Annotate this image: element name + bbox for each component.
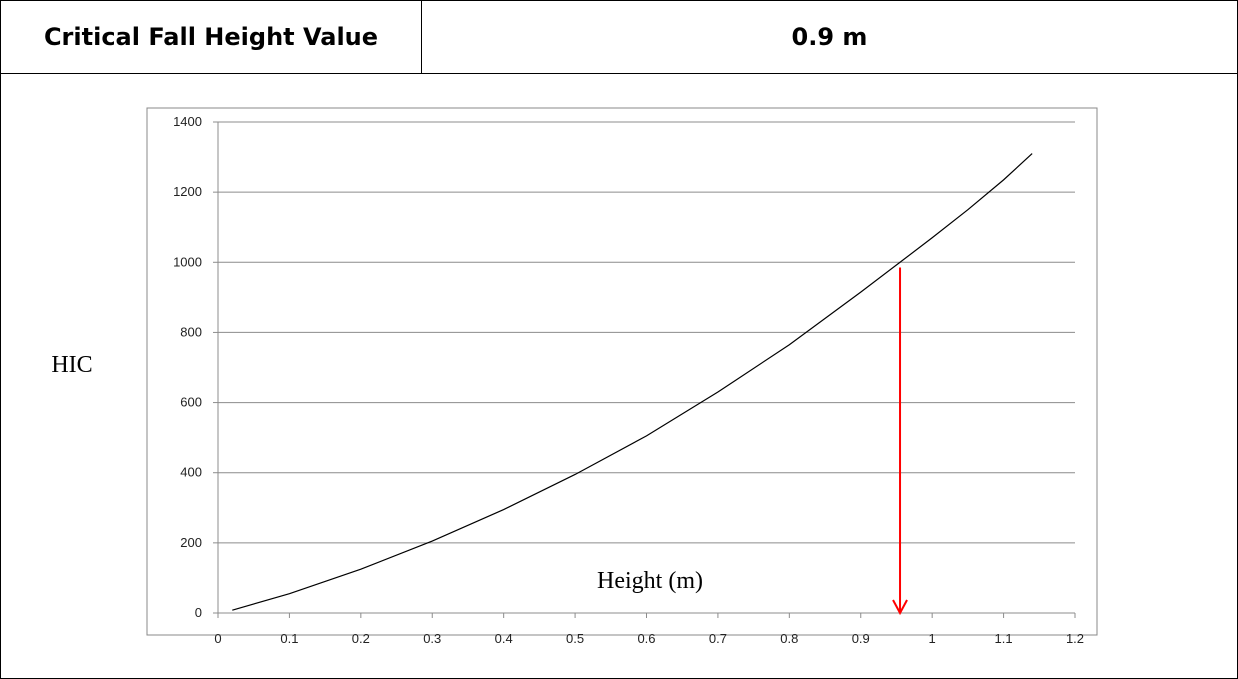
x-tick-label-3: 0.3	[423, 631, 441, 646]
y-axis-title: HIC	[51, 352, 92, 378]
header-label-cell: Critical Fall Height Value	[1, 1, 422, 73]
y-tick-label-0: 0	[195, 605, 202, 620]
x-tick-label-0: 0	[214, 631, 221, 646]
x-tick-label-12: 1.2	[1066, 631, 1084, 646]
x-tick-label-2: 0.2	[352, 631, 370, 646]
annotation-arrow-head-0	[892, 599, 908, 616]
x-tick-label-11: 1.1	[995, 631, 1013, 646]
y-tick-label-4: 800	[180, 324, 202, 339]
series-line-0	[232, 153, 1033, 611]
grid-lines	[218, 121, 1075, 544]
critical-fall-height-label: Critical Fall Height Value	[43, 23, 379, 51]
chart-area-border	[146, 107, 1098, 636]
y-tick-label-1: 200	[180, 535, 202, 550]
series-lines	[232, 153, 1033, 611]
x-tick-label-1: 0.1	[280, 631, 298, 646]
y-tick-label-5: 1000	[173, 254, 202, 269]
y-tick-labels: 0 200 400 600 800 1000 1200 1400	[173, 114, 202, 620]
x-tick-label-9: 0.9	[852, 631, 870, 646]
annotations	[892, 267, 908, 616]
x-tick-label-7: 0.7	[709, 631, 727, 646]
x-tick-labels: 0 0.1 0.2 0.3 0.4 0.5 0.6 0.7 0.8 0.9 1 1.1 1.2	[214, 631, 1084, 646]
header-value-cell: 0.9 m	[422, 1, 1237, 73]
x-tick-label-6: 0.6	[637, 631, 655, 646]
x-tick-label-8: 0.8	[780, 631, 798, 646]
x-tick-label-4: 0.4	[495, 631, 513, 646]
axes	[213, 121, 1076, 618]
y-tick-label-2: 400	[180, 465, 202, 480]
y-tick-label-6: 1200	[173, 184, 202, 199]
x-tick-label-5: 0.5	[566, 631, 584, 646]
critical-fall-height-value: 0.9 m	[791, 23, 868, 51]
x-tick-label-10: 1	[929, 631, 936, 646]
header-row: Critical Fall Height Value 0.9 m	[1, 1, 1237, 74]
y-tick-label-3: 600	[180, 395, 202, 410]
y-tick-label-7: 1400	[173, 114, 202, 129]
x-axis-title: Height (m)	[597, 568, 703, 594]
